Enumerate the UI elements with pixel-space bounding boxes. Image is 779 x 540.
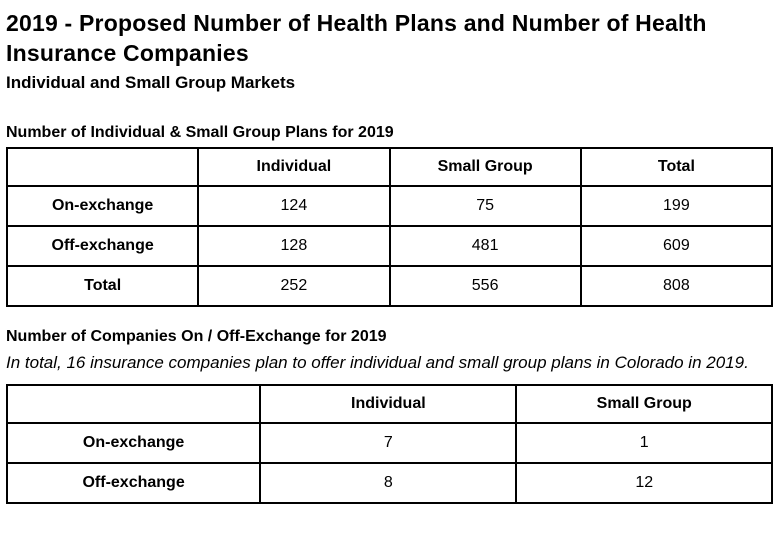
document-page: 2019 - Proposed Number of Health Plans a… [5, 10, 774, 505]
plans-total-total: 808 [579, 264, 774, 307]
companies-header-empty [5, 384, 262, 425]
companies-off-exchange-small-group: 12 [515, 462, 773, 505]
companies-header-individual: Individual [259, 384, 518, 425]
plans-header-individual: Individual [197, 146, 391, 187]
plans-table-header-row: Individual Small Group Total [5, 146, 774, 187]
companies-section-heading: Number of Companies On / Off-Exchange fo… [6, 327, 387, 345]
plans-on-exchange-total: 199 [579, 184, 774, 227]
plans-header-small-group: Small Group [388, 146, 582, 187]
page-subtitle: Individual and Small Group Markets [6, 72, 296, 92]
table-row: On-exchange 124 75 199 [5, 184, 774, 227]
table-row: Total 252 556 808 [5, 264, 774, 307]
plans-section-heading: Number of Individual & Small Group Plans… [6, 123, 394, 141]
plans-row-label-total: Total [5, 264, 200, 307]
plans-off-exchange-total: 609 [579, 224, 774, 267]
page-title: 2019 - Proposed Number of Health Plans a… [6, 10, 707, 67]
table-row: Off-exchange 8 12 [5, 462, 773, 505]
companies-on-exchange-individual: 7 [259, 422, 518, 465]
companies-off-exchange-individual: 8 [259, 462, 518, 505]
companies-header-small-group: Small Group [515, 384, 773, 425]
plans-total-individual: 252 [197, 264, 391, 307]
companies-section: Number of Companies On / Off-Exchange fo… [5, 327, 773, 505]
plans-off-exchange-individual: 128 [197, 224, 391, 267]
plans-row-label-off-exchange: Off-exchange [5, 224, 200, 267]
companies-section-note: In total, 16 insurance companies plan to… [6, 352, 749, 372]
plans-section: Number of Individual & Small Group Plans… [5, 123, 774, 307]
companies-on-exchange-small-group: 1 [515, 422, 773, 465]
companies-row-label-on-exchange: On-exchange [5, 422, 262, 465]
plans-on-exchange-individual: 124 [197, 184, 391, 227]
plans-header-empty [5, 146, 200, 187]
plans-total-small-group: 556 [388, 264, 582, 307]
plans-row-label-on-exchange: On-exchange [5, 184, 200, 227]
plans-table: Individual Small Group Total On-exchange… [5, 146, 774, 307]
companies-row-label-off-exchange: Off-exchange [5, 462, 262, 505]
plans-off-exchange-small-group: 481 [388, 224, 582, 267]
table-row: Off-exchange 128 481 609 [5, 224, 774, 267]
companies-table: Individual Small Group On-exchange 7 1 O… [5, 384, 773, 505]
plans-header-total: Total [579, 146, 774, 187]
table-row: On-exchange 7 1 [5, 422, 773, 465]
plans-on-exchange-small-group: 75 [388, 184, 582, 227]
companies-table-header-row: Individual Small Group [5, 384, 773, 425]
